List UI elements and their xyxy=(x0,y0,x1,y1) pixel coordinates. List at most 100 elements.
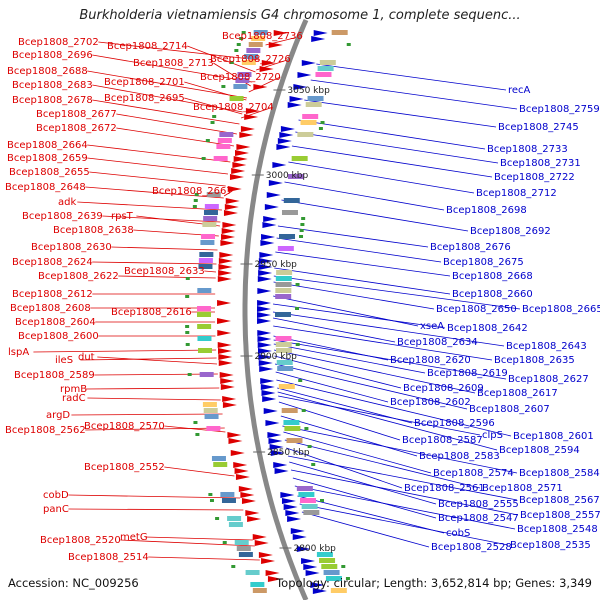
minus-strand-arrow xyxy=(236,144,251,150)
plus-strand-arrow xyxy=(259,252,274,258)
plus-strand-arrow xyxy=(260,384,275,390)
feature-block xyxy=(287,174,304,179)
position-tick-label: 3050 kbp xyxy=(287,86,330,96)
feature-marker xyxy=(215,517,220,520)
plus-strand-arrow xyxy=(257,312,272,318)
gene-label-left: Bcep1808_2633 xyxy=(124,266,205,277)
plus-strand-arrow xyxy=(258,354,273,360)
feature-marker xyxy=(195,433,200,436)
gene-label-left: Bcep1808_2702 xyxy=(18,37,99,48)
leader-line-left xyxy=(116,127,234,147)
plus-strand-arrow xyxy=(268,438,283,444)
plus-strand-arrow xyxy=(257,330,272,336)
plus-strand-arrow xyxy=(292,534,307,540)
feature-marker xyxy=(295,283,300,286)
minus-strand-arrow xyxy=(261,60,276,66)
gene-label-right: Bcep1808_2557 xyxy=(520,510,600,521)
gene-label-right: Bcep1808_2561 xyxy=(404,483,485,494)
gene-label-right: Bcep1808_2619 xyxy=(427,368,508,379)
feature-block xyxy=(197,324,212,329)
feature-marker xyxy=(231,565,236,568)
feature-marker xyxy=(311,463,316,466)
gene-label-right: Bcep1808_2596 xyxy=(414,418,495,429)
feature-marker xyxy=(300,223,305,226)
feature-marker xyxy=(299,235,304,238)
gene-label-left: ileS xyxy=(55,355,73,366)
minus-strand-arrow xyxy=(225,198,240,204)
minus-strand-arrow xyxy=(253,84,268,90)
feature-block xyxy=(252,588,267,593)
gene-label-right: Bcep1808_2607 xyxy=(469,404,550,415)
leader-line-left xyxy=(89,171,226,187)
feature-block xyxy=(199,252,214,257)
feature-marker xyxy=(205,139,210,142)
minus-strand-arrow xyxy=(267,576,282,582)
feature-block xyxy=(299,498,316,503)
gene-label-right: Bcep1808_2692 xyxy=(470,226,551,237)
minus-strand-arrow xyxy=(217,300,232,306)
leader-line-right xyxy=(274,355,402,389)
plus-strand-arrow xyxy=(290,528,305,534)
plus-strand-arrow xyxy=(260,240,275,246)
position-tick-label: 2950 kbp xyxy=(254,260,297,270)
backbone-arc xyxy=(242,18,309,600)
minus-strand-arrow xyxy=(259,66,274,72)
feature-block xyxy=(227,516,242,521)
gene-label-right: Bcep1808_2594 xyxy=(499,445,580,456)
feature-block xyxy=(319,558,336,563)
feature-block xyxy=(219,132,234,137)
leader-line-right xyxy=(287,455,518,501)
gene-label-right: Bcep1808_2745 xyxy=(498,122,579,133)
leader-line-right xyxy=(272,303,446,329)
minus-strand-arrow xyxy=(245,510,260,516)
feature-block xyxy=(229,96,244,101)
feature-block xyxy=(275,312,292,317)
plus-strand-arrow xyxy=(268,180,283,186)
leader-line-left xyxy=(92,54,253,83)
feature-block xyxy=(213,156,228,161)
feature-block xyxy=(276,348,293,353)
gene-label-right: Bcep1808_2587 xyxy=(402,435,483,446)
gene-label-left: Bcep1808_2677 xyxy=(36,109,117,120)
feature-block xyxy=(319,60,336,65)
plus-strand-arrow xyxy=(258,360,273,366)
leader-line-right xyxy=(294,485,516,530)
leader-line-right xyxy=(299,503,509,546)
position-tick-label: 2800 kbp xyxy=(293,544,336,554)
leader-line-right xyxy=(273,281,435,310)
feature-block xyxy=(248,42,263,47)
plus-strand-arrow xyxy=(301,60,316,66)
plus-strand-arrow xyxy=(305,570,320,576)
feature-block xyxy=(197,312,212,317)
gene-label-right: Bcep1808_2635 xyxy=(494,355,575,366)
leader-line-right xyxy=(297,495,445,534)
plus-strand-arrow xyxy=(311,36,326,42)
gene-label-left: Bcep1808_2638 xyxy=(53,225,134,236)
plus-strand-arrow xyxy=(263,216,278,222)
leader-line-left xyxy=(92,99,240,125)
feature-block xyxy=(200,240,215,245)
feature-block xyxy=(291,156,308,161)
minus-strand-arrow xyxy=(217,330,232,336)
feature-block xyxy=(302,114,319,119)
feature-block xyxy=(202,222,217,227)
gene-label-left: Bcep1808_2648 xyxy=(5,182,86,193)
gene-label-left: Bcep1808_2683 xyxy=(12,80,93,91)
feature-block xyxy=(315,72,332,77)
leader-line-right xyxy=(278,395,481,436)
leader-line-left xyxy=(164,466,235,477)
position-tick-label: 2850 kbp xyxy=(267,448,310,458)
leader-line-left xyxy=(98,41,260,61)
feature-marker xyxy=(210,121,215,124)
leader-line-right xyxy=(274,267,451,295)
gene-label-left: Bcep1808_2624 xyxy=(12,257,93,268)
feature-marker xyxy=(201,157,206,160)
leader-line-right xyxy=(288,161,475,194)
feature-block xyxy=(296,486,313,491)
gene-label-right: Bcep1808_2609 xyxy=(403,383,484,394)
feature-marker xyxy=(341,565,346,568)
leader-line-left xyxy=(204,270,217,273)
leader-line-right xyxy=(286,447,403,489)
gene-label-left: Bcep1808_2713 xyxy=(133,58,214,69)
minus-strand-arrow xyxy=(233,462,248,468)
